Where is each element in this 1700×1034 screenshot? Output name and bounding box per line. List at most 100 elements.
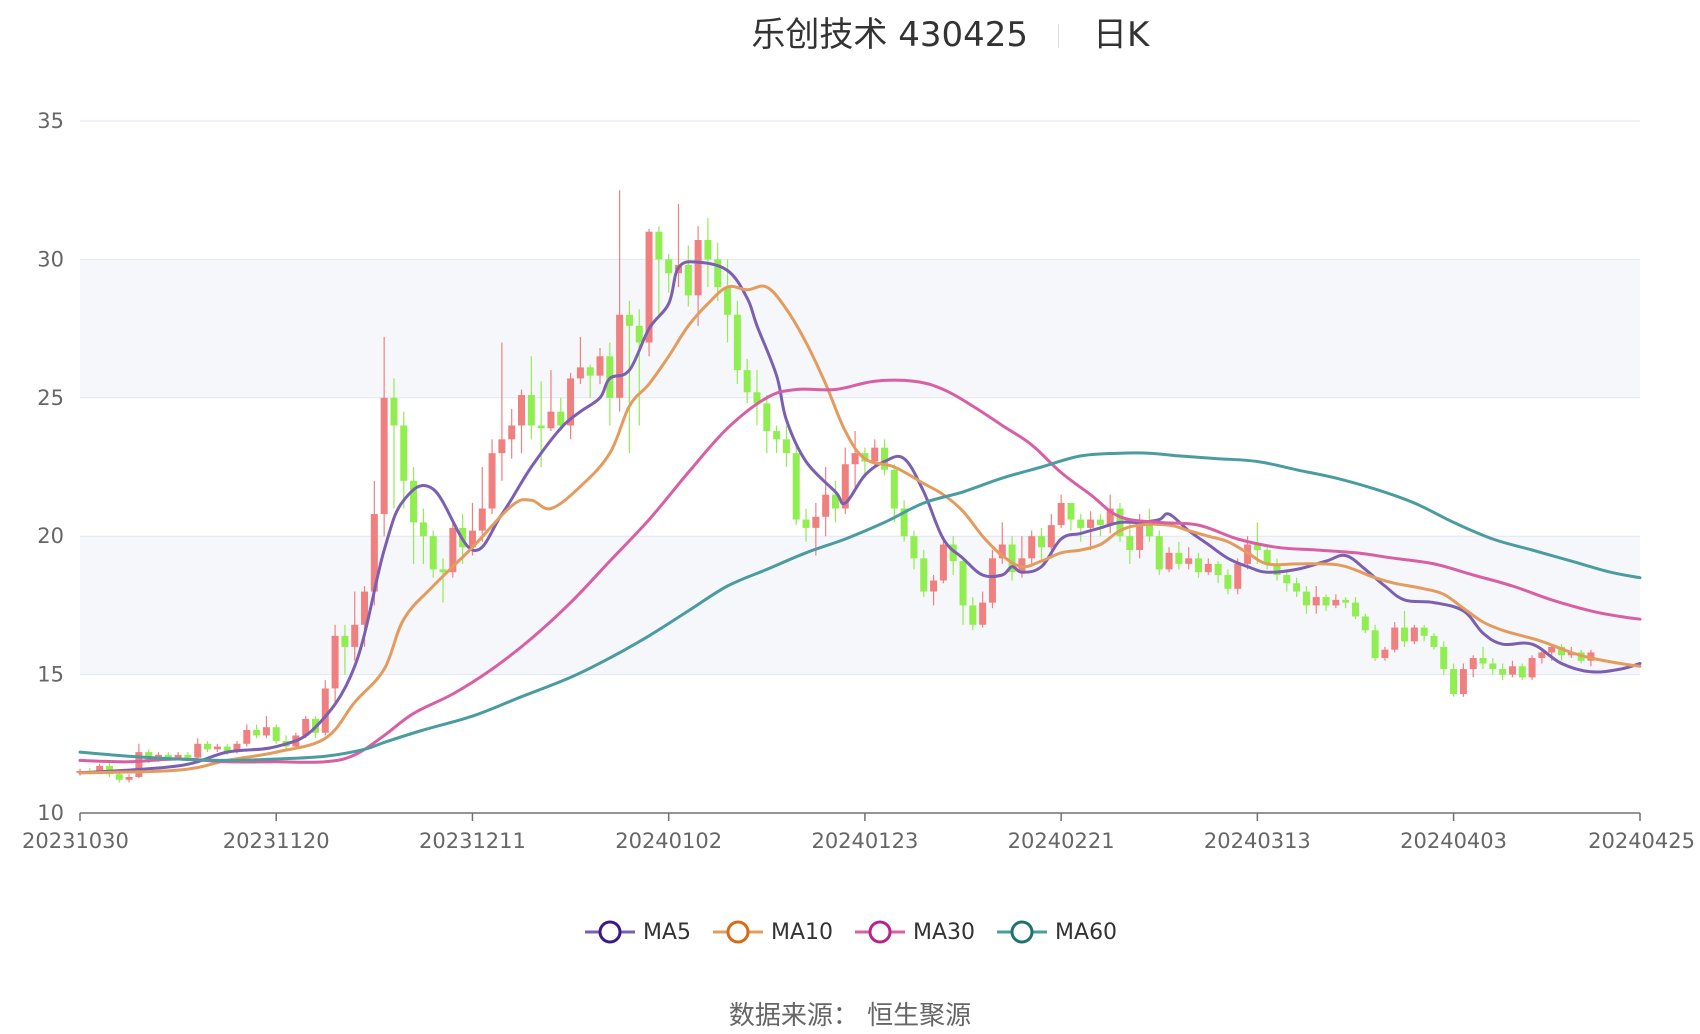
grid-band xyxy=(80,259,1640,398)
candle xyxy=(714,242,722,301)
candle xyxy=(939,536,947,584)
candle-body xyxy=(782,439,790,454)
candle xyxy=(1312,586,1320,614)
candle xyxy=(1401,610,1409,647)
candle-body xyxy=(596,356,604,376)
candle-body xyxy=(1155,536,1163,570)
candle xyxy=(1391,622,1399,653)
legend-item-ma30[interactable]: MA30 xyxy=(853,918,975,946)
period-label: 日K xyxy=(1093,15,1150,55)
moving-average-layer xyxy=(78,260,1642,775)
candle xyxy=(478,467,486,542)
candle-body xyxy=(1106,508,1114,526)
candle-body xyxy=(96,765,104,773)
candle-body xyxy=(478,508,486,531)
candle-body xyxy=(498,439,506,454)
candle xyxy=(213,743,221,753)
candle xyxy=(1440,641,1448,675)
legend-marker-icon xyxy=(712,920,763,944)
candle-body xyxy=(223,746,231,753)
candle xyxy=(380,336,388,537)
candle xyxy=(1371,624,1379,661)
candle-body xyxy=(1087,519,1095,528)
candle-body xyxy=(1479,657,1487,664)
y-axis-labels: 10 15 20 25 30 35 xyxy=(37,109,64,825)
candle-body xyxy=(655,231,663,260)
y-tick-label: 15 xyxy=(37,663,64,687)
candle-body xyxy=(1538,652,1546,658)
candle xyxy=(596,347,604,384)
candle xyxy=(949,536,957,575)
candle-body xyxy=(1312,597,1320,606)
candle-body xyxy=(468,530,476,548)
candle-body xyxy=(1273,563,1281,575)
candle xyxy=(1450,663,1458,697)
candle xyxy=(547,370,555,432)
legend-item-ma10[interactable]: MA10 xyxy=(711,918,833,946)
candle xyxy=(763,395,771,454)
candle xyxy=(1508,660,1516,678)
candle xyxy=(988,550,996,609)
candle-body xyxy=(1283,574,1291,584)
candle-body xyxy=(910,536,918,559)
ma5-line xyxy=(78,260,1642,775)
candle xyxy=(753,370,761,426)
x-tick-label: 20240102 xyxy=(615,829,722,853)
candle xyxy=(1381,646,1389,661)
candle xyxy=(792,442,800,526)
candle-body xyxy=(792,453,800,520)
legend-label: MA5 xyxy=(642,919,691,945)
candle-body xyxy=(743,370,751,393)
candle xyxy=(1459,663,1467,697)
candle xyxy=(743,359,751,404)
candle-body xyxy=(1410,627,1418,642)
candle-body xyxy=(1126,536,1134,551)
candle xyxy=(684,245,692,307)
candle-body xyxy=(773,431,781,440)
candle-body xyxy=(704,240,712,260)
candle-body xyxy=(400,425,408,481)
candle-body xyxy=(576,367,584,379)
candle-body xyxy=(930,580,938,592)
candle xyxy=(635,309,643,426)
candle-body xyxy=(1420,627,1428,636)
candle xyxy=(1047,514,1055,551)
candle xyxy=(851,431,859,492)
candle-body xyxy=(1518,666,1526,678)
y-tick-label: 30 xyxy=(37,247,64,271)
candle-body xyxy=(1351,602,1359,617)
legend-item-ma5[interactable]: MA5 xyxy=(583,918,691,946)
candle-body xyxy=(1528,657,1536,678)
candle-body xyxy=(1067,502,1075,520)
candle xyxy=(1008,536,1016,581)
x-tick-label: 20231211 xyxy=(419,829,526,853)
candle xyxy=(429,530,437,578)
candle-body xyxy=(1489,663,1497,670)
legend-item-ma60[interactable]: MA60 xyxy=(995,918,1117,946)
candle xyxy=(1489,657,1497,675)
candle-body xyxy=(243,729,251,744)
candle xyxy=(576,336,584,384)
candle-body xyxy=(979,602,987,625)
candle xyxy=(410,467,418,564)
candle-body xyxy=(390,397,398,426)
candle-body xyxy=(724,287,732,315)
candle-body xyxy=(714,259,722,288)
grid-band xyxy=(80,536,1640,675)
candle-body xyxy=(1204,563,1212,573)
candle xyxy=(890,464,898,523)
candle xyxy=(321,680,329,736)
x-axis: 20231030 20231120 20231211 20240102 20240123… xyxy=(22,812,1695,853)
candle-body xyxy=(1263,550,1271,564)
candle-body xyxy=(684,264,692,296)
candle-body xyxy=(812,516,820,528)
candle-body xyxy=(871,447,879,462)
candle-body xyxy=(194,743,202,758)
candle-body xyxy=(1371,630,1379,658)
candle xyxy=(567,372,575,440)
candle-body xyxy=(135,752,143,778)
candle xyxy=(920,550,928,598)
candle xyxy=(782,425,790,467)
candle xyxy=(1430,633,1438,650)
candle xyxy=(1175,541,1183,570)
